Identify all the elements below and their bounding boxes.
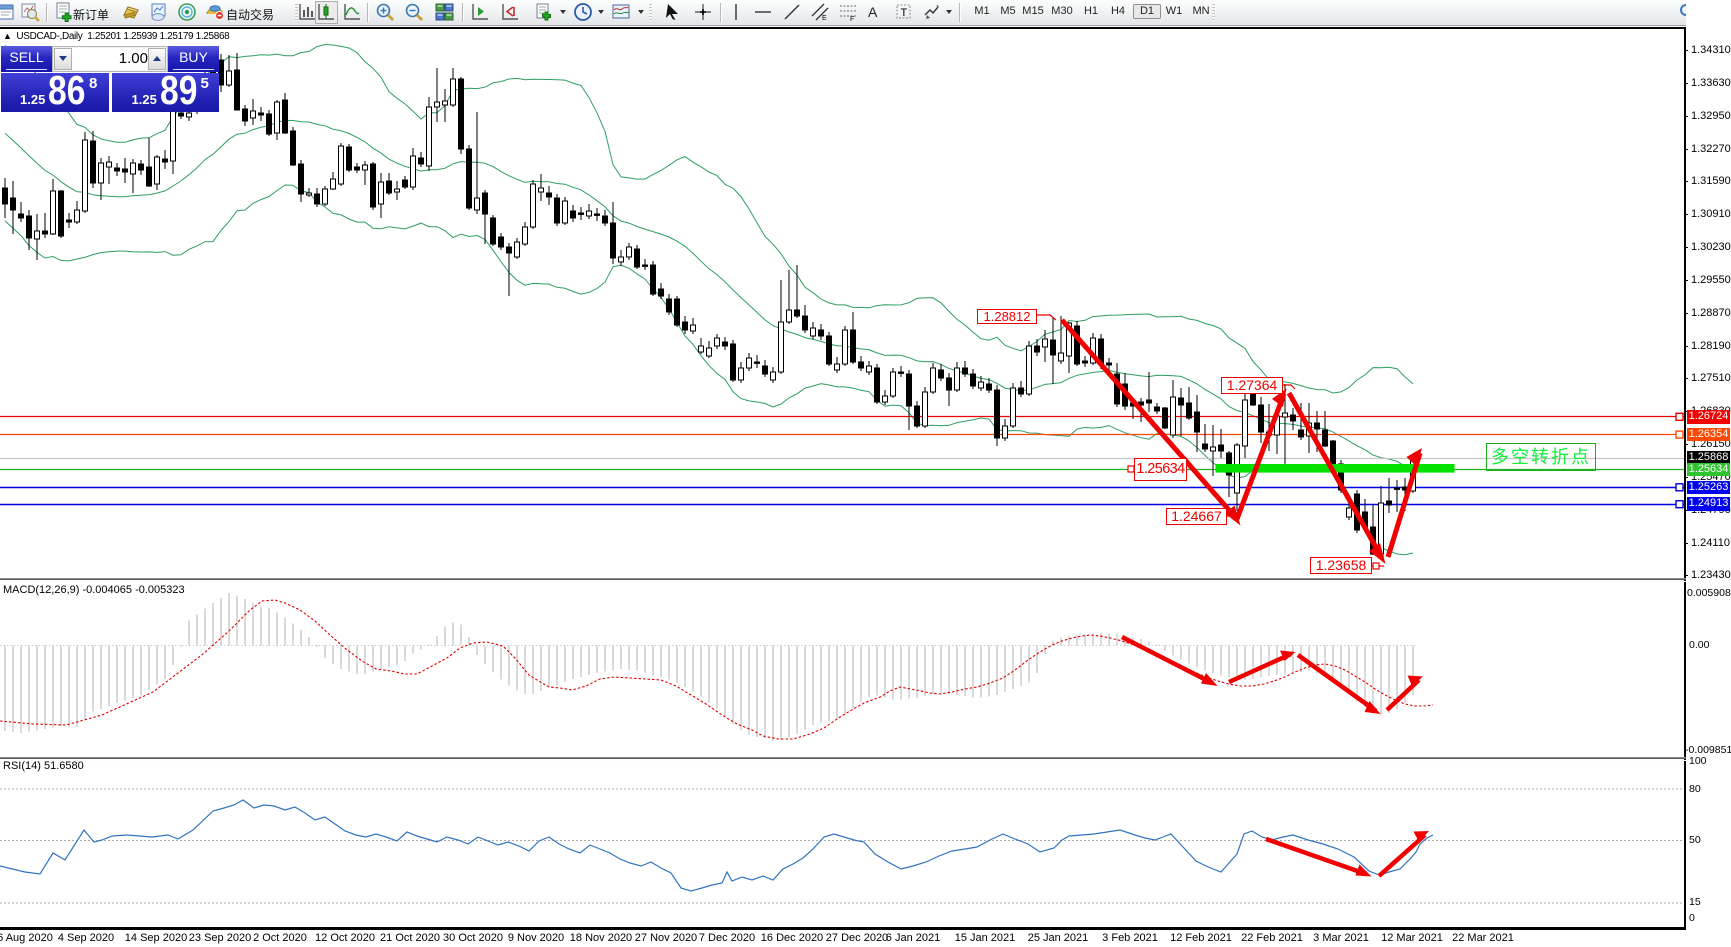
svg-text:T: T [901, 7, 908, 19]
svg-text:E: E [822, 15, 827, 22]
svg-text:F: F [850, 16, 854, 22]
